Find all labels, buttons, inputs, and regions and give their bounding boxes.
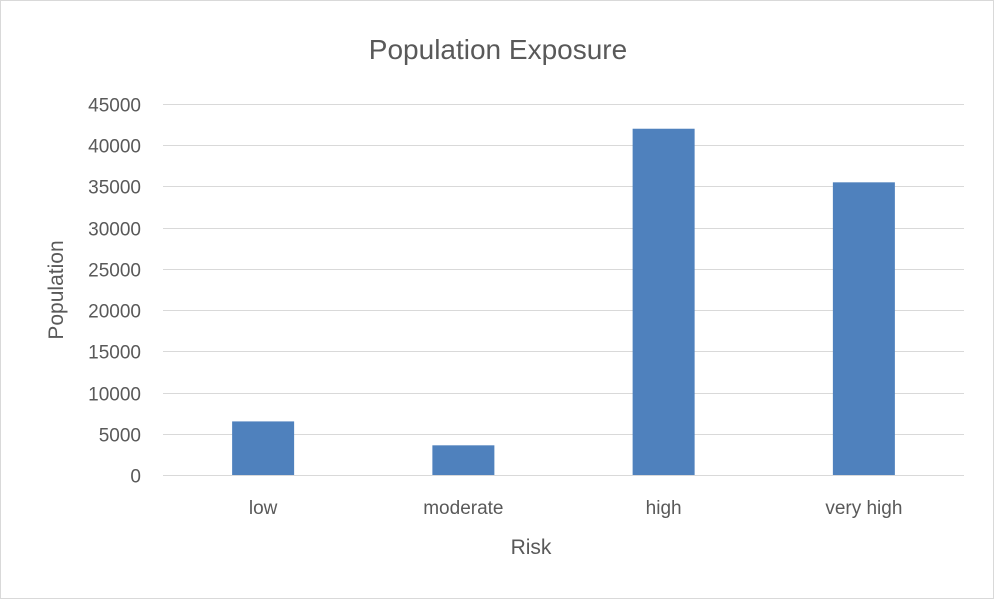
x-tick-label: high [646,498,682,519]
y-tick-label: 10000 [88,385,141,406]
bar-moderate [432,445,495,475]
y-tick-label: 35000 [88,178,141,199]
y-tick-label: 25000 [88,261,141,282]
x-tick-label: low [249,498,278,519]
x-axis-title: Risk [511,536,552,559]
y-tick-label: 5000 [99,426,141,447]
bar-low [232,421,295,475]
chart-title: Population Exposure [369,34,627,65]
y-tick-label: 30000 [88,220,141,241]
gridlines [163,104,964,435]
bar-high [632,128,695,475]
y-tick-label: 15000 [88,343,141,364]
x-tick-label: very high [825,498,902,519]
bars [232,128,895,476]
x-tick-label: moderate [423,498,503,519]
y-tick-label: 40000 [88,137,141,158]
y-axis-title: Population [45,240,68,339]
y-tick-label: 20000 [88,302,141,323]
y-tick-label: 0 [130,467,141,488]
y-axis-ticks: 0 5000 10000 15000 20000 25000 30000 35000 40000… [88,96,141,488]
x-axis-ticks: low moderate high very high [249,498,903,519]
bar-very-high [832,182,895,476]
y-tick-label: 45000 [88,96,141,117]
